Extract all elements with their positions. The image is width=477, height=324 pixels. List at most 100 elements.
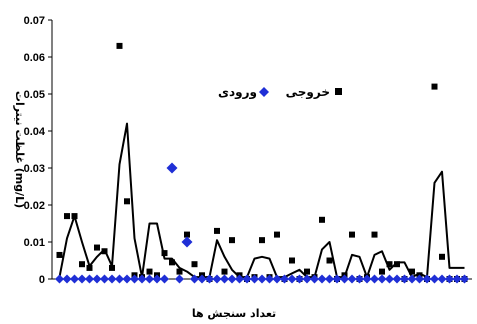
output-point xyxy=(124,198,130,205)
input-point xyxy=(92,274,102,284)
output-point xyxy=(371,231,378,238)
output-point xyxy=(64,213,70,220)
input-point xyxy=(85,274,94,284)
input-point xyxy=(181,236,193,248)
output-point xyxy=(101,248,108,255)
input-point xyxy=(392,274,402,284)
output-point xyxy=(169,259,175,266)
input-point xyxy=(257,274,267,284)
input-point xyxy=(235,274,244,284)
output-point xyxy=(71,213,78,220)
y-axis-label: غلظت نیترات (mg/L) xyxy=(13,91,26,208)
input-point xyxy=(152,274,162,284)
legend-marker-input xyxy=(259,87,269,97)
output-point xyxy=(109,264,115,271)
input-point xyxy=(437,274,447,284)
input-point xyxy=(212,274,222,284)
input-point xyxy=(295,274,304,284)
input-point xyxy=(302,274,312,284)
input-point xyxy=(370,274,379,284)
output-point xyxy=(214,227,220,234)
output-point xyxy=(229,237,235,244)
input-point xyxy=(137,274,147,284)
y-axis: 0 0.01 0.02 0.03 0.04 0.05 0.06 0.07 xyxy=(24,15,53,286)
input-point xyxy=(422,274,432,284)
trend-line-group xyxy=(58,122,465,279)
input-point xyxy=(415,274,424,284)
output-point xyxy=(349,231,355,238)
legend-label-output: خروجی xyxy=(286,85,330,100)
y-tick-label: 0.02 xyxy=(24,200,45,212)
input-point xyxy=(430,274,439,284)
input-point xyxy=(242,274,252,284)
input-point xyxy=(355,274,364,284)
input-point xyxy=(122,274,132,284)
input-point xyxy=(452,274,462,284)
input-point xyxy=(166,162,178,174)
input-point xyxy=(130,274,139,284)
input-point xyxy=(445,274,454,284)
input-point xyxy=(197,274,207,284)
output-point xyxy=(431,83,438,90)
input-point xyxy=(190,274,199,284)
input-point xyxy=(400,274,409,284)
input-point xyxy=(205,274,214,284)
output-point xyxy=(56,251,63,258)
output-point xyxy=(161,250,168,257)
output-point xyxy=(289,257,295,264)
input-point xyxy=(347,274,357,284)
input-point xyxy=(107,274,117,284)
input-point xyxy=(77,274,87,284)
input-point xyxy=(100,274,109,284)
input-point xyxy=(220,274,229,284)
output-point xyxy=(274,231,280,238)
y-tick-label: 0.05 xyxy=(24,89,45,101)
y-tick-label: 0 xyxy=(39,274,45,286)
input-point xyxy=(407,274,417,284)
legend-label-input: ورودی xyxy=(218,85,257,100)
input-point xyxy=(265,274,274,284)
legend: خروجی ورودی xyxy=(218,85,342,100)
output-point xyxy=(221,268,228,275)
input-point xyxy=(62,274,72,284)
output-point xyxy=(116,42,123,49)
output-point xyxy=(94,244,100,251)
x-axis-label: تعداد سنجش ها xyxy=(192,307,276,320)
input-point xyxy=(460,274,469,284)
input-point xyxy=(377,274,387,284)
output-point xyxy=(86,264,93,271)
output-point xyxy=(304,268,310,275)
trend-line xyxy=(58,122,465,279)
output-point xyxy=(379,268,385,275)
output-point xyxy=(386,261,393,268)
y-tick-label: 0.07 xyxy=(24,15,45,27)
y-tick-label: 0.01 xyxy=(24,237,45,249)
input-point xyxy=(317,274,327,284)
output-point xyxy=(79,261,85,268)
y-tick-label: 0.03 xyxy=(24,163,45,175)
input-point xyxy=(250,274,259,284)
output-point xyxy=(184,231,190,238)
output-point xyxy=(394,261,400,268)
chart-marks xyxy=(55,42,469,284)
output-point xyxy=(326,257,333,264)
input-point xyxy=(325,274,334,284)
output-point xyxy=(439,253,445,260)
input-point xyxy=(340,274,349,284)
input-point xyxy=(70,274,79,284)
input-point xyxy=(55,274,64,284)
input-point xyxy=(175,274,184,284)
input-point xyxy=(332,274,342,284)
input-point xyxy=(362,274,372,284)
y-tick-label: 0.04 xyxy=(24,126,46,138)
input-point xyxy=(115,274,124,284)
output-point xyxy=(176,268,183,275)
output-point xyxy=(319,216,325,223)
output-point xyxy=(259,237,265,244)
output-point xyxy=(191,261,198,268)
input-point xyxy=(160,274,169,284)
y-tick-label: 0.06 xyxy=(24,52,45,64)
input-point xyxy=(272,274,282,284)
input-point xyxy=(280,274,289,284)
